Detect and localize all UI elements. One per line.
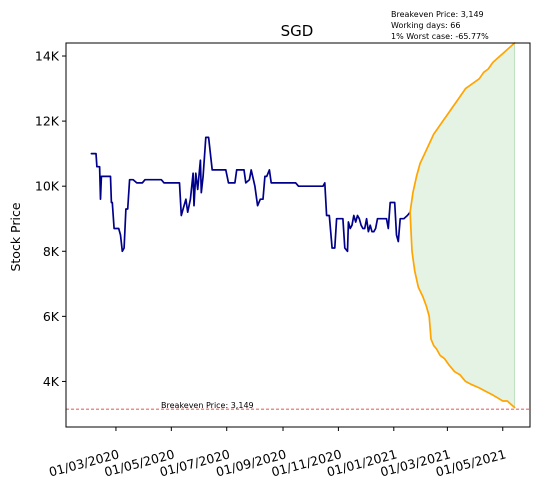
simulation-lower-line [409, 211, 516, 409]
series-lines [66, 42, 530, 410]
axes [62, 42, 531, 431]
info-working-days: Working days: 66 [391, 21, 460, 30]
info-breakeven: Breakeven Price: 3,149 [391, 10, 484, 19]
x-tick-labels: 01/03/202001/05/202001/07/202001/09/2020… [47, 446, 507, 479]
y-tick-label: 10K [35, 179, 60, 194]
chart-title: SGD [281, 22, 314, 40]
simulation-band-area [410, 43, 515, 408]
y-tick-labels: 4K 6K 8K 10K 12K 14K [35, 49, 60, 389]
y-tick-label: 12K [35, 114, 60, 129]
y-tick-label: 4K [43, 374, 60, 389]
y-tick-label: 8K [43, 244, 60, 259]
historical-price-line [90, 136, 411, 253]
plot-frame [65, 42, 531, 428]
y-axis-label: Stock Price [8, 202, 23, 271]
simulation-upper-line [409, 42, 516, 214]
info-worst-case: 1% Worst case: -65.77% [391, 32, 489, 41]
y-tick-label: 14K [35, 49, 60, 64]
breakeven-label: Breakeven Price: 3,149 [161, 401, 254, 410]
y-tick-label: 6K [43, 309, 60, 324]
simulation-band [410, 43, 516, 408]
